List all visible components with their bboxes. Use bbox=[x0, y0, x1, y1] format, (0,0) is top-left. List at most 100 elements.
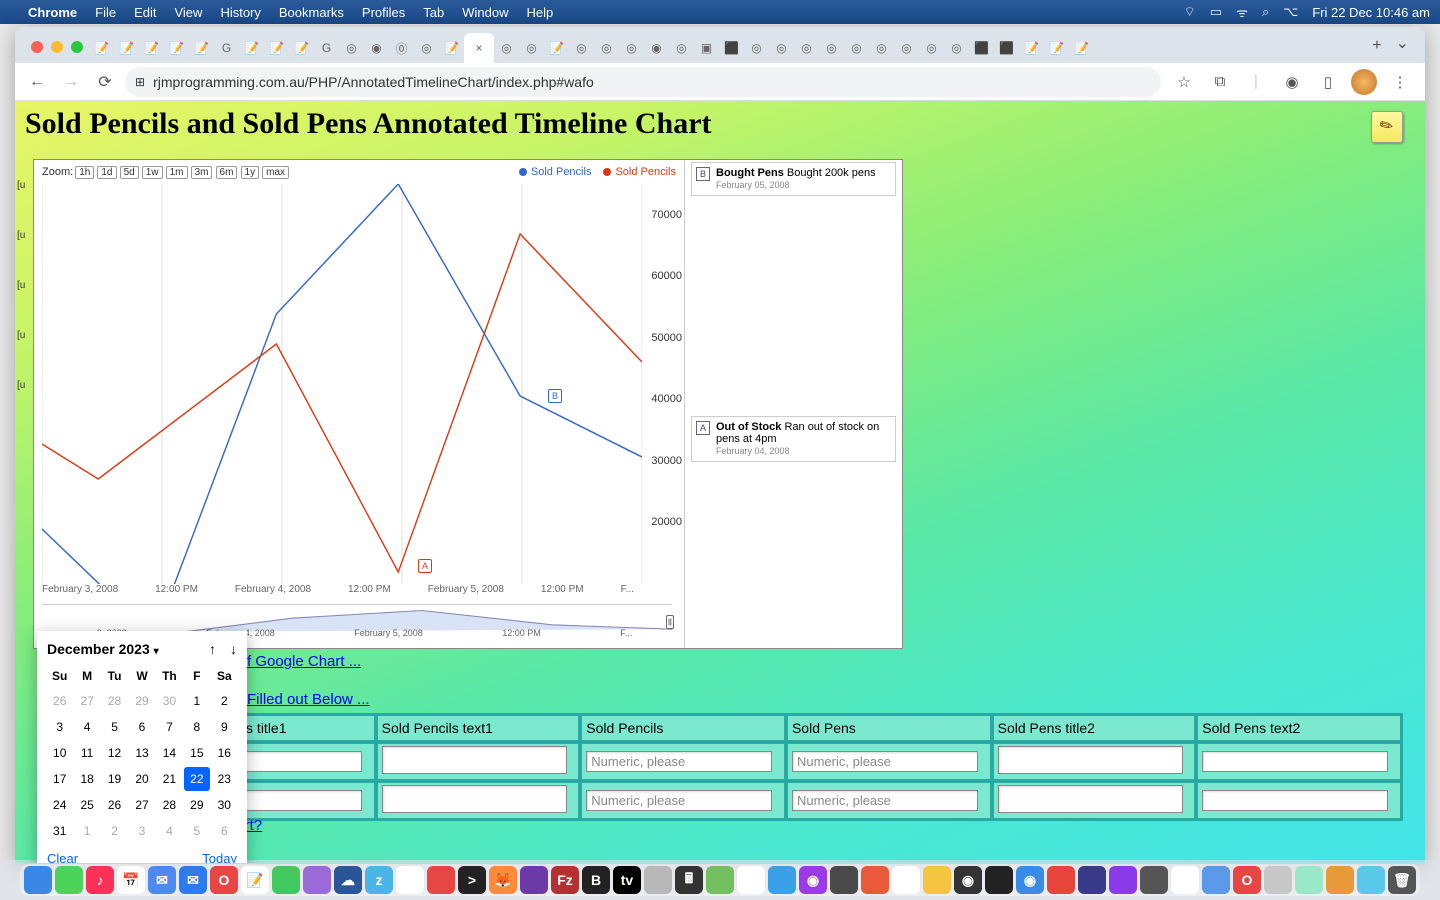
browser-tab[interactable]: ◎ bbox=[569, 33, 594, 63]
menu-window[interactable]: Window bbox=[462, 5, 508, 20]
day-cell[interactable]: 19 bbox=[102, 767, 127, 791]
dock-app-icon[interactable] bbox=[830, 866, 858, 894]
day-cell[interactable]: 17 bbox=[47, 767, 72, 791]
clock[interactable]: Fri 22 Dec 10:46 am bbox=[1312, 5, 1430, 20]
reload-button[interactable]: ⟳ bbox=[91, 68, 119, 96]
browser-tab[interactable]: 📝 bbox=[264, 33, 289, 63]
day-cell[interactable]: 28 bbox=[102, 689, 127, 713]
day-cell[interactable]: 29 bbox=[129, 689, 154, 713]
day-cell[interactable]: 25 bbox=[74, 793, 99, 817]
day-cell[interactable]: 2 bbox=[212, 689, 237, 713]
text1-input[interactable] bbox=[382, 785, 567, 813]
dock-app-icon[interactable]: ◉ bbox=[799, 866, 827, 894]
datepicker-today[interactable]: Today bbox=[202, 851, 237, 863]
dock-app-icon[interactable] bbox=[1326, 866, 1354, 894]
day-cell[interactable]: 7 bbox=[157, 715, 182, 739]
day-cell[interactable]: 8 bbox=[184, 715, 209, 739]
dock-app-icon[interactable] bbox=[923, 866, 951, 894]
close-window-button[interactable] bbox=[31, 41, 43, 53]
day-cell[interactable]: 12 bbox=[102, 741, 127, 765]
dock-app-icon[interactable]: tv bbox=[613, 866, 641, 894]
menu-profiles[interactable]: Profiles bbox=[362, 5, 405, 20]
dock-app-icon[interactable]: B bbox=[582, 866, 610, 894]
dock-app-icon[interactable] bbox=[1047, 866, 1075, 894]
forward-button[interactable]: → bbox=[57, 68, 85, 96]
chart-svg[interactable]: B A bbox=[42, 184, 642, 584]
browser-tab[interactable]: ◎ bbox=[519, 33, 544, 63]
day-cell[interactable]: 26 bbox=[47, 689, 72, 713]
dock-app-icon[interactable] bbox=[1078, 866, 1106, 894]
browser-tab[interactable]: ◎ bbox=[819, 33, 844, 63]
day-cell[interactable]: 5 bbox=[184, 819, 209, 843]
dock-app-icon[interactable] bbox=[272, 866, 300, 894]
browser-tab[interactable]: ◎ bbox=[894, 33, 919, 63]
google-chart-link[interactable]: f Google Chart ... bbox=[247, 653, 361, 670]
dock-app-icon[interactable]: 🖩 bbox=[675, 866, 703, 894]
day-cell[interactable]: 18 bbox=[74, 767, 99, 791]
dock-app-icon[interactable]: > bbox=[458, 866, 486, 894]
day-cell[interactable]: 6 bbox=[129, 715, 154, 739]
browser-tab[interactable]: ⓪ bbox=[389, 33, 414, 63]
dock-app-icon[interactable] bbox=[985, 866, 1013, 894]
wifi-icon[interactable]: ᯤ bbox=[1236, 3, 1248, 21]
menu-edit[interactable]: Edit bbox=[134, 5, 156, 20]
address-bar[interactable]: ⊞ rjmprogramming.com.au/PHP/AnnotatedTim… bbox=[125, 67, 1161, 97]
day-cell[interactable]: 6 bbox=[212, 819, 237, 843]
day-cell[interactable]: 31 bbox=[47, 819, 72, 843]
day-cell[interactable]: 2 bbox=[102, 819, 127, 843]
back-button[interactable]: ← bbox=[23, 68, 51, 96]
browser-tab[interactable]: ▣ bbox=[694, 33, 719, 63]
dock-app-icon[interactable] bbox=[1140, 866, 1168, 894]
site-info-icon[interactable]: ⊞ bbox=[135, 75, 145, 89]
day-cell[interactable]: 30 bbox=[157, 689, 182, 713]
dock-app-icon[interactable]: ✉ bbox=[179, 866, 207, 894]
dock-app-icon[interactable]: O bbox=[1233, 866, 1261, 894]
control-center-icon[interactable]: ⌥ bbox=[1283, 4, 1298, 20]
chart-marker-a[interactable]: A bbox=[418, 559, 432, 573]
browser-tab[interactable]: 📝 bbox=[289, 33, 314, 63]
day-cell[interactable]: 28 bbox=[157, 793, 182, 817]
day-cell[interactable]: 27 bbox=[129, 793, 154, 817]
browser-tab[interactable]: G bbox=[214, 33, 239, 63]
extensions-icon[interactable]: ⧉ bbox=[1207, 69, 1233, 95]
menu-file[interactable]: File bbox=[95, 5, 116, 20]
dock-app-icon[interactable]: 22 bbox=[737, 866, 765, 894]
browser-tab[interactable]: ◎ bbox=[494, 33, 519, 63]
chrome-menu-icon[interactable]: ⋮ bbox=[1387, 69, 1413, 95]
browser-tab[interactable]: G bbox=[314, 33, 339, 63]
dock-app-icon[interactable]: 🗑 bbox=[1388, 866, 1416, 894]
browser-tab[interactable]: ◎ bbox=[769, 33, 794, 63]
minimize-window-button[interactable] bbox=[51, 41, 63, 53]
pens-input[interactable] bbox=[792, 790, 978, 811]
menu-history[interactable]: History bbox=[220, 5, 260, 20]
dock-app-icon[interactable]: O bbox=[210, 866, 238, 894]
annotation-b[interactable]: B Bought Pens Bought 200k pens February … bbox=[691, 162, 896, 196]
browser-tab[interactable]: ◎ bbox=[594, 33, 619, 63]
browser-tab[interactable]: ◎ bbox=[744, 33, 769, 63]
zoom-5d[interactable]: 5d bbox=[120, 166, 139, 179]
day-cell[interactable]: 14 bbox=[157, 741, 182, 765]
dock-app-icon[interactable] bbox=[1109, 866, 1137, 894]
dock-app-icon[interactable]: ◉ bbox=[954, 866, 982, 894]
annotation-a[interactable]: A Out of Stock Ran out of stock on pens … bbox=[691, 416, 896, 462]
pencils-input[interactable] bbox=[586, 751, 772, 772]
day-cell[interactable]: 20 bbox=[129, 767, 154, 791]
dock-app-icon[interactable]: ☁ bbox=[334, 866, 362, 894]
title2-input[interactable] bbox=[998, 746, 1183, 774]
datepicker-month[interactable]: December 2023 ▾ bbox=[47, 641, 159, 657]
reading-list-icon[interactable]: ▯ bbox=[1315, 69, 1341, 95]
dock-app-icon[interactable] bbox=[861, 866, 889, 894]
dock-app-icon[interactable] bbox=[1202, 866, 1230, 894]
zoom-1h[interactable]: 1h bbox=[75, 166, 94, 179]
title2-input[interactable] bbox=[998, 785, 1183, 813]
app-name[interactable]: Chrome bbox=[28, 5, 77, 20]
dock-app-icon[interactable] bbox=[427, 866, 455, 894]
dock-app-icon[interactable] bbox=[706, 866, 734, 894]
day-cell[interactable]: 9 bbox=[212, 715, 237, 739]
browser-tab[interactable]: ◎ bbox=[619, 33, 644, 63]
day-cell[interactable]: 15 bbox=[184, 741, 209, 765]
day-cell[interactable]: 11 bbox=[74, 741, 99, 765]
browser-tab[interactable]: 📝 bbox=[439, 33, 464, 63]
browser-tab[interactable]: ◎ bbox=[794, 33, 819, 63]
zoom-1d[interactable]: 1d bbox=[97, 166, 116, 179]
